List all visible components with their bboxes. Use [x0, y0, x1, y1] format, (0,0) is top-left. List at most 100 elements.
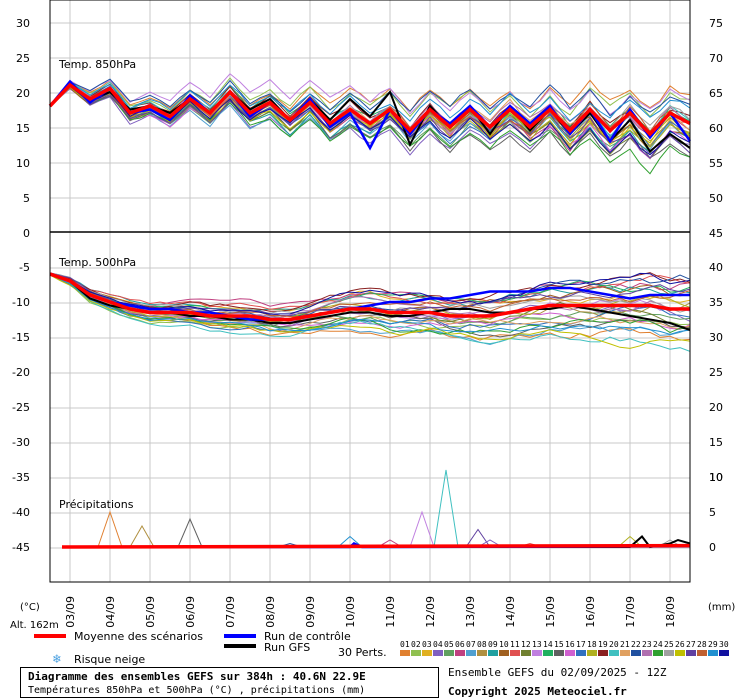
pert-line-26	[49, 274, 691, 349]
precip-spike	[337, 535, 363, 548]
info-box	[20, 667, 439, 698]
pert-swatch	[653, 650, 663, 656]
y2-tick-850: 75	[709, 17, 723, 30]
pert-swatch	[565, 650, 575, 656]
axes: 03/09 04/09 05/09 06/09 07/09 08/09 09/09 10/09…	[12, 0, 723, 628]
y2-tick-850: 50	[709, 192, 723, 205]
x-tick-label: 08/09	[264, 596, 277, 628]
pert-number: 08	[477, 640, 487, 649]
y2-tick-850: 45	[709, 227, 723, 240]
x-tick-label: 11/09	[384, 596, 397, 628]
pert-swatch	[664, 650, 674, 656]
x-tick-label: 09/09	[304, 596, 317, 628]
pert-swatch	[598, 650, 608, 656]
pert-line-02	[49, 77, 691, 119]
pert-number: 11	[510, 640, 520, 649]
y-tick-500: -25	[12, 401, 30, 414]
right-unit-label: (mm)	[708, 602, 735, 613]
pert-swatch	[587, 650, 597, 656]
pert-number: 05	[444, 640, 454, 649]
pert-number: 20	[609, 640, 619, 649]
pert-number: 29	[708, 640, 718, 649]
pert-number: 21	[620, 640, 630, 649]
y-tick-850: 20	[16, 87, 30, 100]
altitude-label: Alt. 162m	[10, 620, 59, 631]
pert-number: 16	[565, 640, 575, 649]
y-tick-850: 30	[16, 17, 30, 30]
pert-number: 17	[576, 640, 586, 649]
pert-swatch	[488, 650, 498, 656]
left-unit-label: (°C)	[20, 602, 40, 613]
x-tick-label: 12/09	[424, 596, 437, 628]
x-tick-label: 03/09	[64, 596, 77, 628]
pert-swatch	[477, 650, 487, 656]
x-tick-label: 07/09	[224, 596, 237, 628]
pert-number: 10	[499, 640, 509, 649]
y2-tick-500: 35	[709, 296, 723, 309]
y-tick-850: 10	[16, 157, 30, 170]
pert-swatch	[499, 650, 509, 656]
pert-number: 27	[686, 640, 696, 649]
y-tick-850: 5	[23, 192, 30, 205]
y-tick-850: 0	[23, 227, 30, 240]
pert-number: 14	[543, 640, 553, 649]
y2-tick-850: 55	[709, 157, 723, 170]
y2-tick-precip: 5	[709, 506, 716, 519]
pert-swatch	[521, 650, 531, 656]
precip-spike	[617, 535, 643, 548]
y-tick-precip: -40	[12, 506, 30, 519]
pert-number: 03	[422, 640, 432, 649]
precip-spike	[129, 524, 155, 548]
pert-number: 07	[466, 640, 476, 649]
y2-tick-850: 60	[709, 122, 723, 135]
grid-lines	[50, 0, 690, 582]
run-info: Ensemble GEFS du 02/09/2025 - 12Z	[448, 666, 667, 679]
legend-control-swatch	[224, 634, 256, 638]
y2-tick-850: 65	[709, 87, 723, 100]
x-tick-label: 05/09	[144, 596, 157, 628]
y2-tick-precip: 0	[709, 541, 716, 554]
mean-line-0	[48, 82, 691, 137]
pert-swatch	[510, 650, 520, 656]
y2-tick-500: 15	[709, 436, 723, 449]
pert-swatch	[675, 650, 685, 656]
plot-frame	[49, 0, 691, 583]
pert-number: 18	[587, 640, 597, 649]
pert-swatch	[576, 650, 586, 656]
precip-spike	[465, 528, 491, 548]
legend-perts-label: 30 Perts.	[338, 646, 387, 659]
pert-line-20	[49, 273, 691, 352]
y-tick-precip: -35	[12, 471, 30, 484]
info-subtitle: Températures 850hPa et 500hPa (°C) , pré…	[28, 685, 366, 696]
pert-swatch	[609, 650, 619, 656]
y-tick-850: 25	[16, 52, 30, 65]
pert-swatch	[620, 650, 630, 656]
y-tick-precip: -45	[12, 541, 30, 554]
pert-swatch	[532, 650, 542, 656]
panel-title-500: Temp. 500hPa	[58, 256, 136, 269]
pert-swatch	[543, 650, 553, 656]
pert-number: 13	[532, 640, 542, 649]
snowflake-icon: ❄	[52, 652, 61, 667]
y-tick-500: -5	[19, 261, 30, 274]
precip-spike	[409, 510, 435, 548]
pert-number: 15	[554, 640, 564, 649]
y2-tick-500: 25	[709, 366, 723, 379]
pert-number: 26	[675, 640, 685, 649]
y2-tick-precip: 10	[709, 471, 723, 484]
legend-mean-swatch	[34, 634, 66, 638]
pert-swatch	[411, 650, 421, 656]
pert-number: 04	[433, 640, 443, 649]
x-tick-label: 13/09	[464, 596, 477, 628]
precip-spike	[97, 510, 123, 548]
pert-swatch	[433, 650, 443, 656]
legend-gfs-label: Run GFS	[264, 641, 310, 654]
pert-swatch	[642, 650, 652, 656]
legend-snow-label: Risque neige	[74, 653, 145, 666]
pert-swatch	[455, 650, 465, 656]
legend-control-label: Run de contrôle	[264, 630, 351, 643]
pert-number: 01	[400, 640, 410, 649]
pert-swatch	[554, 650, 564, 656]
y-tick-850: 15	[16, 122, 30, 135]
pert-swatch	[631, 650, 641, 656]
